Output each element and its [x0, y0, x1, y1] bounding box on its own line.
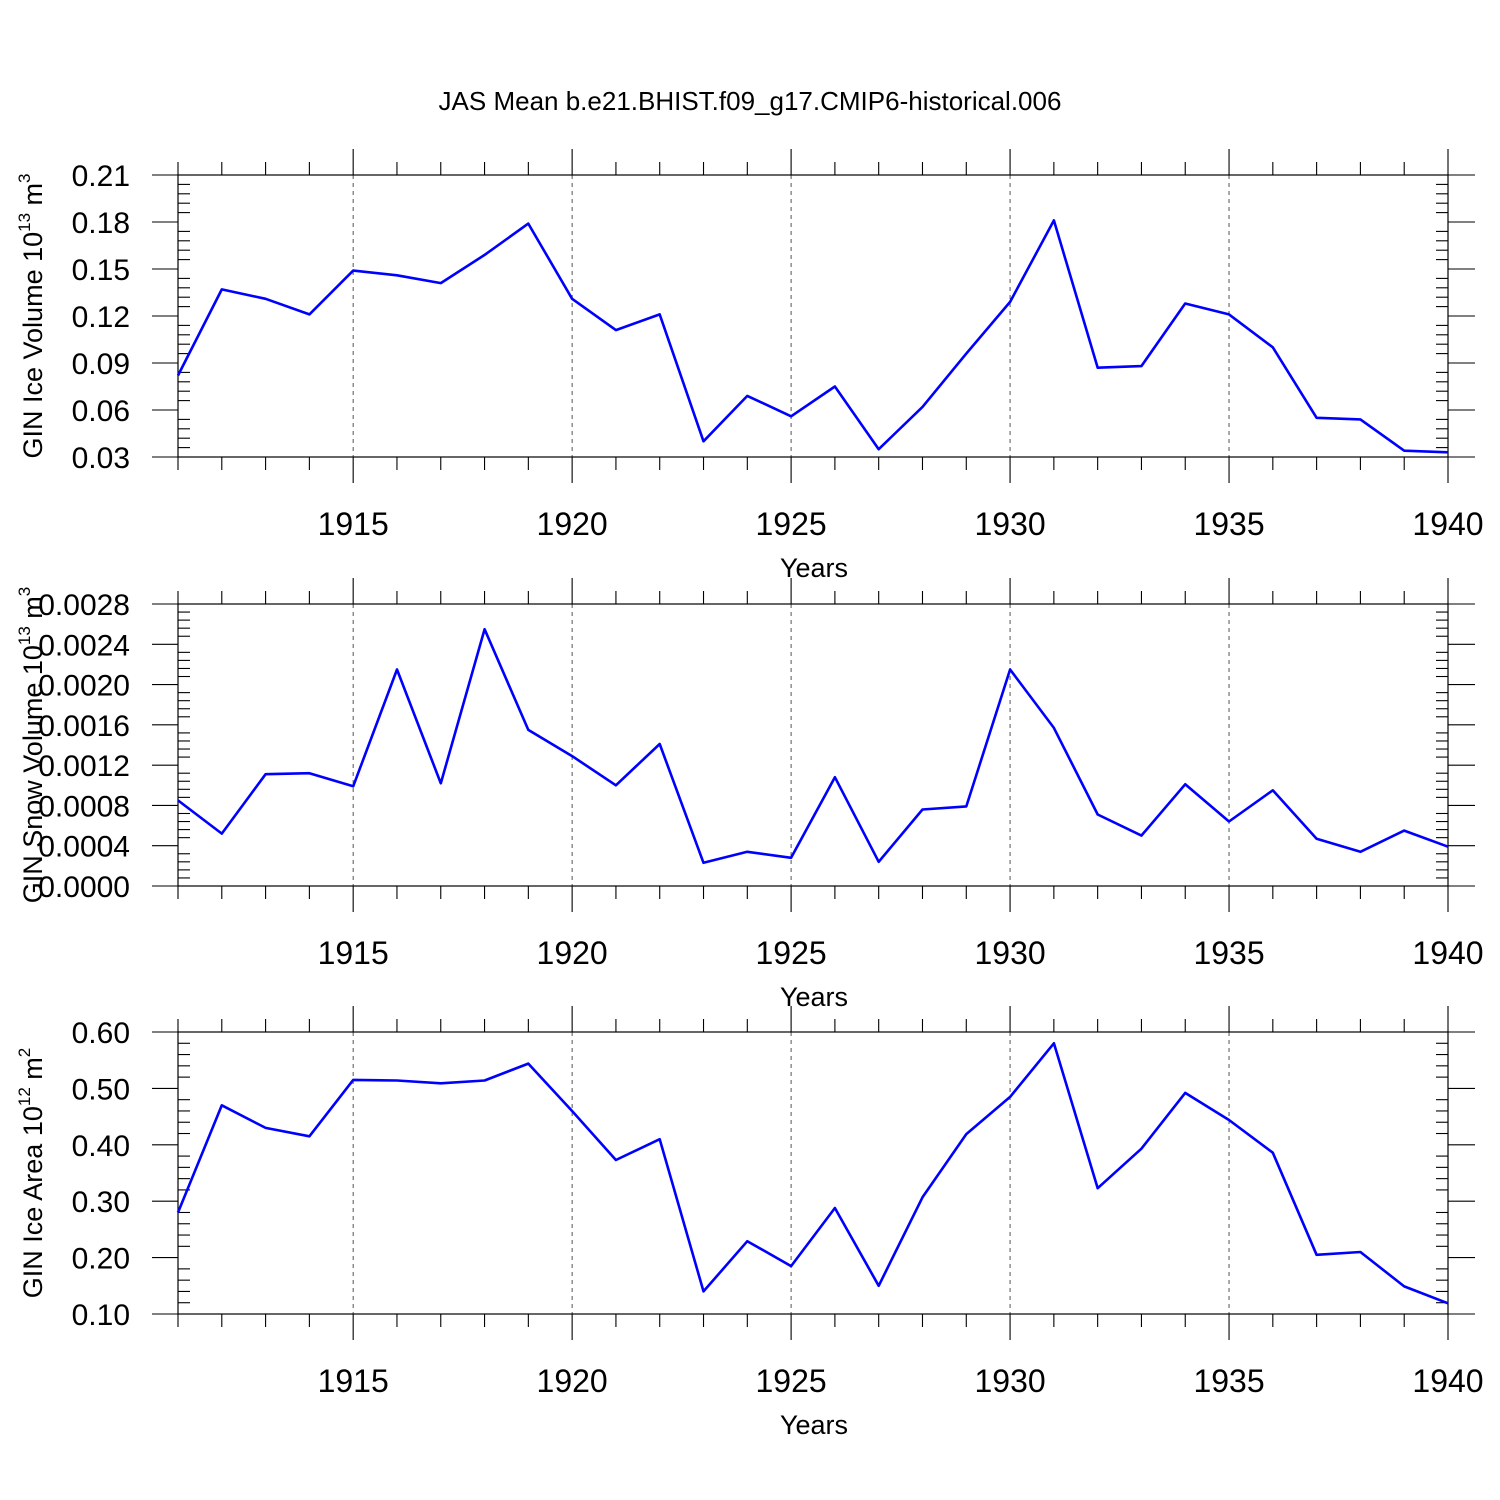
x-tick-label: 1920: [537, 935, 608, 971]
y-tick-label: 0.60: [72, 1017, 130, 1050]
plot-frame: [177, 603, 1449, 887]
x-tick-label: 1935: [1193, 1363, 1264, 1399]
plot-frame: [177, 174, 1449, 458]
y-tick-label: 0.15: [72, 254, 130, 287]
y-axis-label: GIN Ice Volume 1013 m3: [15, 173, 48, 458]
y-tick-label: 0.0024: [38, 629, 130, 662]
y-tick-label: 0.06: [72, 395, 130, 428]
x-tick-label: 1925: [756, 1363, 827, 1399]
plot-frame: [177, 1031, 1449, 1315]
x-tick-label: 1940: [1412, 506, 1483, 542]
y-tick-label: 0.0008: [38, 790, 130, 823]
y-tick-label: 0.10: [72, 1299, 130, 1332]
y-tick-label: 0.12: [72, 301, 130, 334]
y-tick-label: 0.20: [72, 1243, 130, 1276]
figure-title: JAS Mean b.e21.BHIST.f09_g17.CMIP6-histo…: [439, 86, 1062, 116]
x-axis-label: Years: [780, 553, 848, 583]
x-tick-label: 1940: [1412, 935, 1483, 971]
y-axis-label: GIN Snow Volume 1013 m3: [15, 587, 48, 904]
y-tick-label: 0.18: [72, 207, 130, 240]
y-tick-label: 0.0016: [38, 710, 130, 743]
x-tick-label: 1915: [318, 935, 389, 971]
x-tick-label: 1935: [1193, 935, 1264, 971]
panel-1: 0.03 0.06 0.09 0.12 0.15 0.18 0.21 1915 1920 1925…: [15, 149, 1484, 583]
x-tick-label: 1925: [756, 506, 827, 542]
x-tick-label: 1920: [537, 506, 608, 542]
y-tick-label: 0.0000: [38, 871, 130, 904]
x-tick-label: 1930: [974, 506, 1045, 542]
x-tick-label: 1920: [537, 1363, 608, 1399]
x-tick-label: 1940: [1412, 1363, 1483, 1399]
y-tick-label: 0.0028: [38, 589, 130, 622]
y-axis-label: GIN Ice Area 1012 m2: [15, 1048, 48, 1299]
y-tick-label: 0.30: [72, 1186, 130, 1219]
x-tick-label: 1915: [318, 1363, 389, 1399]
y-tick-label: 0.21: [72, 160, 130, 193]
x-tick-label: 1930: [974, 935, 1045, 971]
series-line: [177, 627, 1449, 865]
y-tick-label: 0.0004: [38, 831, 130, 864]
y-tick-label: 0.0012: [38, 750, 130, 783]
series-line: [176, 1042, 1449, 1305]
x-axis-label: Years: [780, 982, 848, 1012]
x-tick-label: 1925: [756, 935, 827, 971]
y-tick-label: 0.0020: [38, 670, 130, 703]
x-axis-label: Years: [780, 1410, 848, 1440]
x-tick-label: 1935: [1193, 506, 1264, 542]
series-line: [176, 219, 1449, 454]
y-tick-label: 0.03: [72, 442, 130, 475]
y-tick-label: 0.40: [72, 1130, 130, 1163]
panel-3: 0.10 0.20 0.30 0.40 0.50 0.60 1915 1920 1925 1930…: [15, 1006, 1484, 1440]
panel-2: 0.0000 0.0004 0.0008 0.0012 0.0016 0.0020 0.00…: [15, 578, 1484, 1012]
y-tick-label: 0.50: [72, 1073, 130, 1106]
y-tick-label: 0.09: [72, 348, 130, 381]
x-tick-label: 1915: [318, 506, 389, 542]
x-tick-label: 1930: [974, 1363, 1045, 1399]
